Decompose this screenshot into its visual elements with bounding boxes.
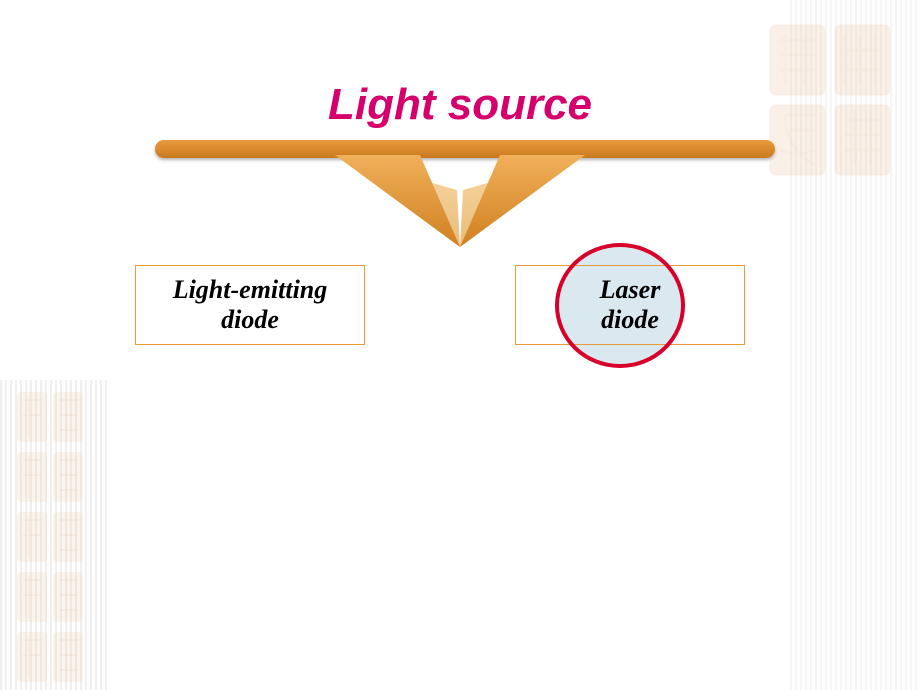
seal-left-3 (15, 510, 85, 565)
seal-left-1 (15, 390, 85, 445)
slide-title: Light source (328, 80, 592, 130)
seal-left-5 (15, 630, 85, 685)
box-led-label: Light-emitting diode (173, 275, 328, 335)
box-led: Light-emitting diode (135, 265, 365, 345)
down-arrow-icon (335, 155, 585, 250)
box-laser-label: Laser diode (600, 275, 661, 335)
box-laser: Laser diode (515, 265, 745, 345)
seal-top-right (760, 20, 900, 180)
seal-left-2 (15, 450, 85, 505)
seal-left-4 (15, 570, 85, 625)
